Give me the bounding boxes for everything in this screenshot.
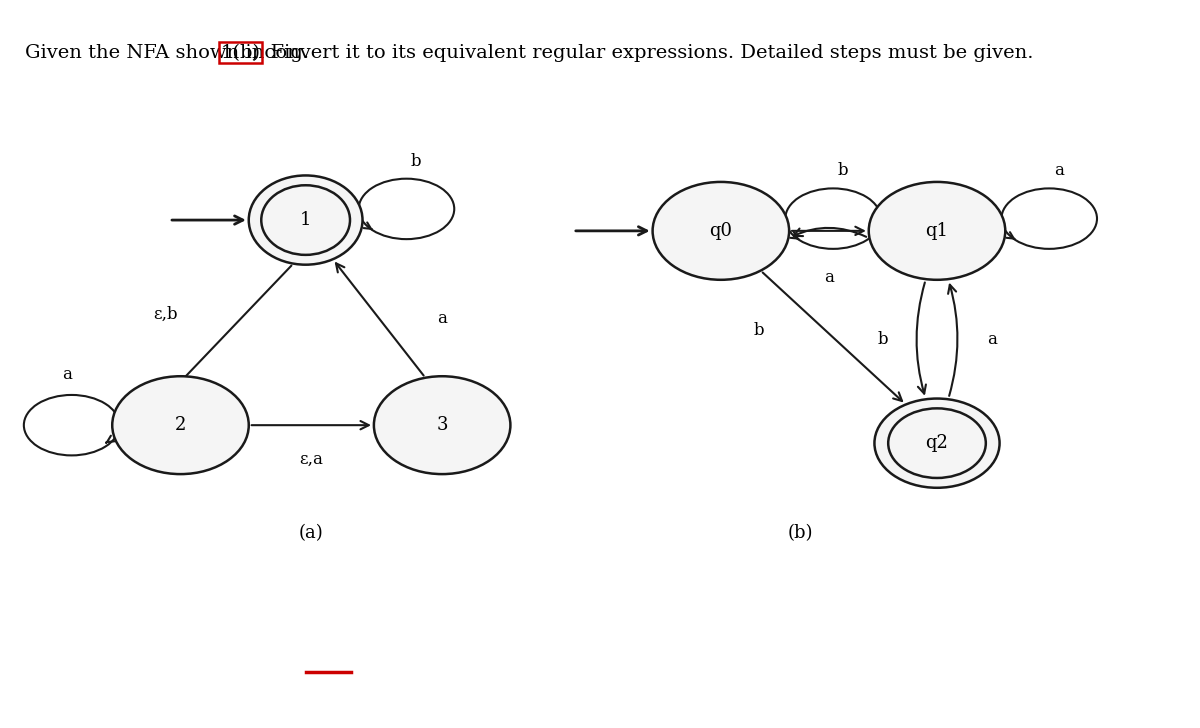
Text: 1(b): 1(b) [221,44,260,62]
Ellipse shape [113,376,248,474]
Ellipse shape [248,175,362,265]
Text: b: b [838,162,848,179]
Text: b: b [410,153,421,170]
Text: a: a [1054,162,1063,179]
Text: a: a [824,269,834,286]
Text: b: b [877,331,888,348]
Text: 2: 2 [175,416,186,434]
Text: ε,b: ε,b [152,306,178,323]
Text: b: b [754,322,764,339]
Text: 1: 1 [300,211,311,229]
Text: a: a [437,310,446,327]
Text: (a): (a) [299,524,324,542]
Text: (b): (b) [787,524,814,542]
Text: q2: q2 [925,434,948,452]
Text: 3: 3 [437,416,448,434]
Ellipse shape [653,182,790,280]
Text: a: a [986,331,996,348]
Ellipse shape [869,182,1006,280]
Text: q1: q1 [925,222,948,240]
Text: ε,a: ε,a [299,451,323,468]
Text: Given the NFA shown in Fig.: Given the NFA shown in Fig. [25,44,316,62]
Ellipse shape [374,376,510,474]
Ellipse shape [875,398,1000,488]
Text: q0: q0 [709,222,732,240]
Text: , convert it to its equivalent regular expressions. Detailed steps must be given: , convert it to its equivalent regular e… [252,44,1033,62]
Text: a: a [62,366,72,383]
